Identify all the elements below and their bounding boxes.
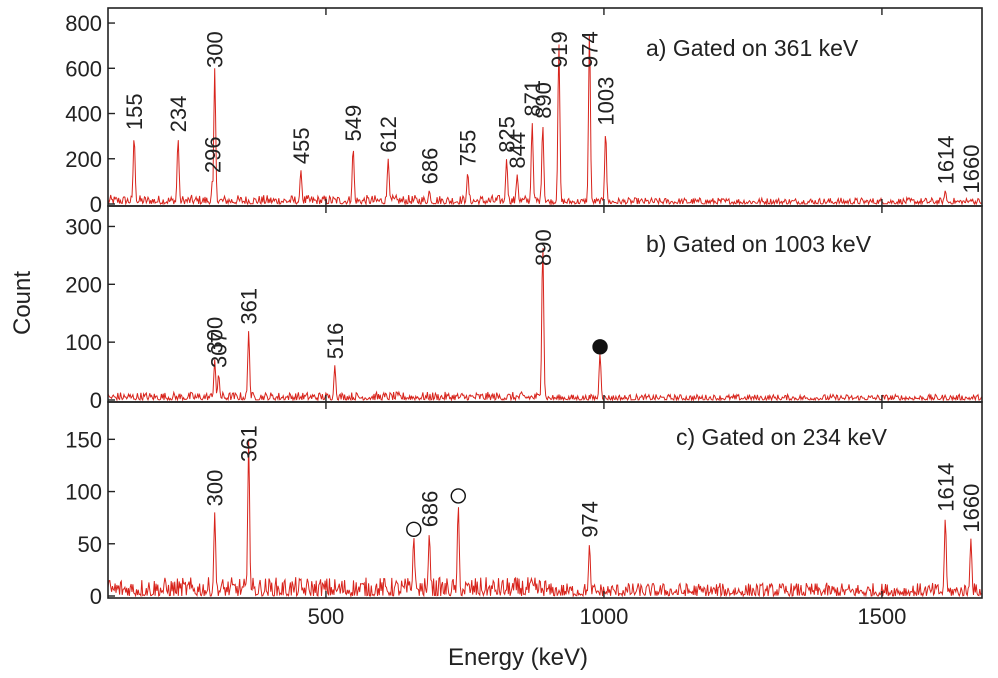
y-tick-label: 0 xyxy=(90,584,102,609)
peak-label-1660: 1660 xyxy=(959,484,984,533)
y-tick-label: 200 xyxy=(65,272,102,297)
panel-title: b) Gated on 1003 keV xyxy=(646,231,872,257)
peak-label-300: 300 xyxy=(203,470,228,507)
peak-label-300: 300 xyxy=(203,317,228,354)
y-tick-label: 600 xyxy=(65,56,102,81)
x-tick-label: 500 xyxy=(308,604,345,629)
peak-label-296: 296 xyxy=(201,136,226,173)
peak-label-300: 300 xyxy=(203,31,228,68)
peak-label-361: 361 xyxy=(237,288,262,325)
peak-label-825: 825 xyxy=(495,116,520,153)
panel-3: 0 50 100 150 c) Gated on 234 keV 300 361 686 974… xyxy=(65,401,984,609)
peak-label-974: 974 xyxy=(578,501,603,538)
y-tick-label: 100 xyxy=(65,330,102,355)
peak-label-844: 844 xyxy=(505,132,530,169)
panel-1: 0 200 400 600 800 a) Gated on 361 keV 155 234 29… xyxy=(65,7,984,217)
peak-label-890: 890 xyxy=(531,229,556,266)
peak-label-307: 307 xyxy=(207,331,232,368)
y-tick-label: 400 xyxy=(65,102,102,127)
peak-label-1660: 1660 xyxy=(959,145,984,194)
x-tick-label: 1000 xyxy=(579,604,628,629)
peak-label-919: 919 xyxy=(547,31,572,68)
y-tick-label: 0 xyxy=(90,388,102,413)
peak-label-361: 361 xyxy=(237,425,262,462)
peak-label-549: 549 xyxy=(341,105,366,142)
y-axis-label: Count xyxy=(9,271,36,335)
x-axis-label: Energy (keV) xyxy=(448,644,588,671)
peak-label-1614: 1614 xyxy=(933,135,958,184)
peak-label-234: 234 xyxy=(166,96,191,133)
plot-frame xyxy=(107,401,983,599)
spectrum-line-2 xyxy=(107,248,983,402)
open-circle-marker xyxy=(406,521,422,538)
peak-label-871: 871 xyxy=(520,80,545,117)
y-tick-label: 150 xyxy=(65,427,102,452)
peak-label-155: 155 xyxy=(122,93,147,130)
open-circle-marker xyxy=(450,488,466,504)
peak-label-516: 516 xyxy=(323,323,348,360)
peak-label-890: 890 xyxy=(531,82,556,119)
spectrum-line-1 xyxy=(107,34,982,206)
peak-label-686: 686 xyxy=(417,491,442,528)
peak-label-686: 686 xyxy=(417,148,442,185)
peak-label-612: 612 xyxy=(376,116,401,153)
peak-label-1003: 1003 xyxy=(594,77,619,126)
peak-label-455: 455 xyxy=(289,127,314,164)
y-tick-label: 200 xyxy=(65,147,102,172)
filled-circle-marker xyxy=(592,339,608,355)
y-tick-label: 300 xyxy=(65,214,102,239)
peak-label-974: 974 xyxy=(578,31,603,68)
panel-title: c) Gated on 234 keV xyxy=(676,424,888,450)
peak-label-755: 755 xyxy=(456,130,481,167)
y-tick-label: 50 xyxy=(78,532,102,557)
y-tick-label: 0 xyxy=(90,192,102,217)
panel-title: a) Gated on 361 keV xyxy=(646,35,859,61)
peak-label-1614: 1614 xyxy=(933,463,958,512)
x-tick-label: 1500 xyxy=(857,604,906,629)
y-tick-label: 100 xyxy=(65,480,102,505)
y-tick-label: 800 xyxy=(65,11,102,36)
spectrum-line-3 xyxy=(107,440,983,598)
